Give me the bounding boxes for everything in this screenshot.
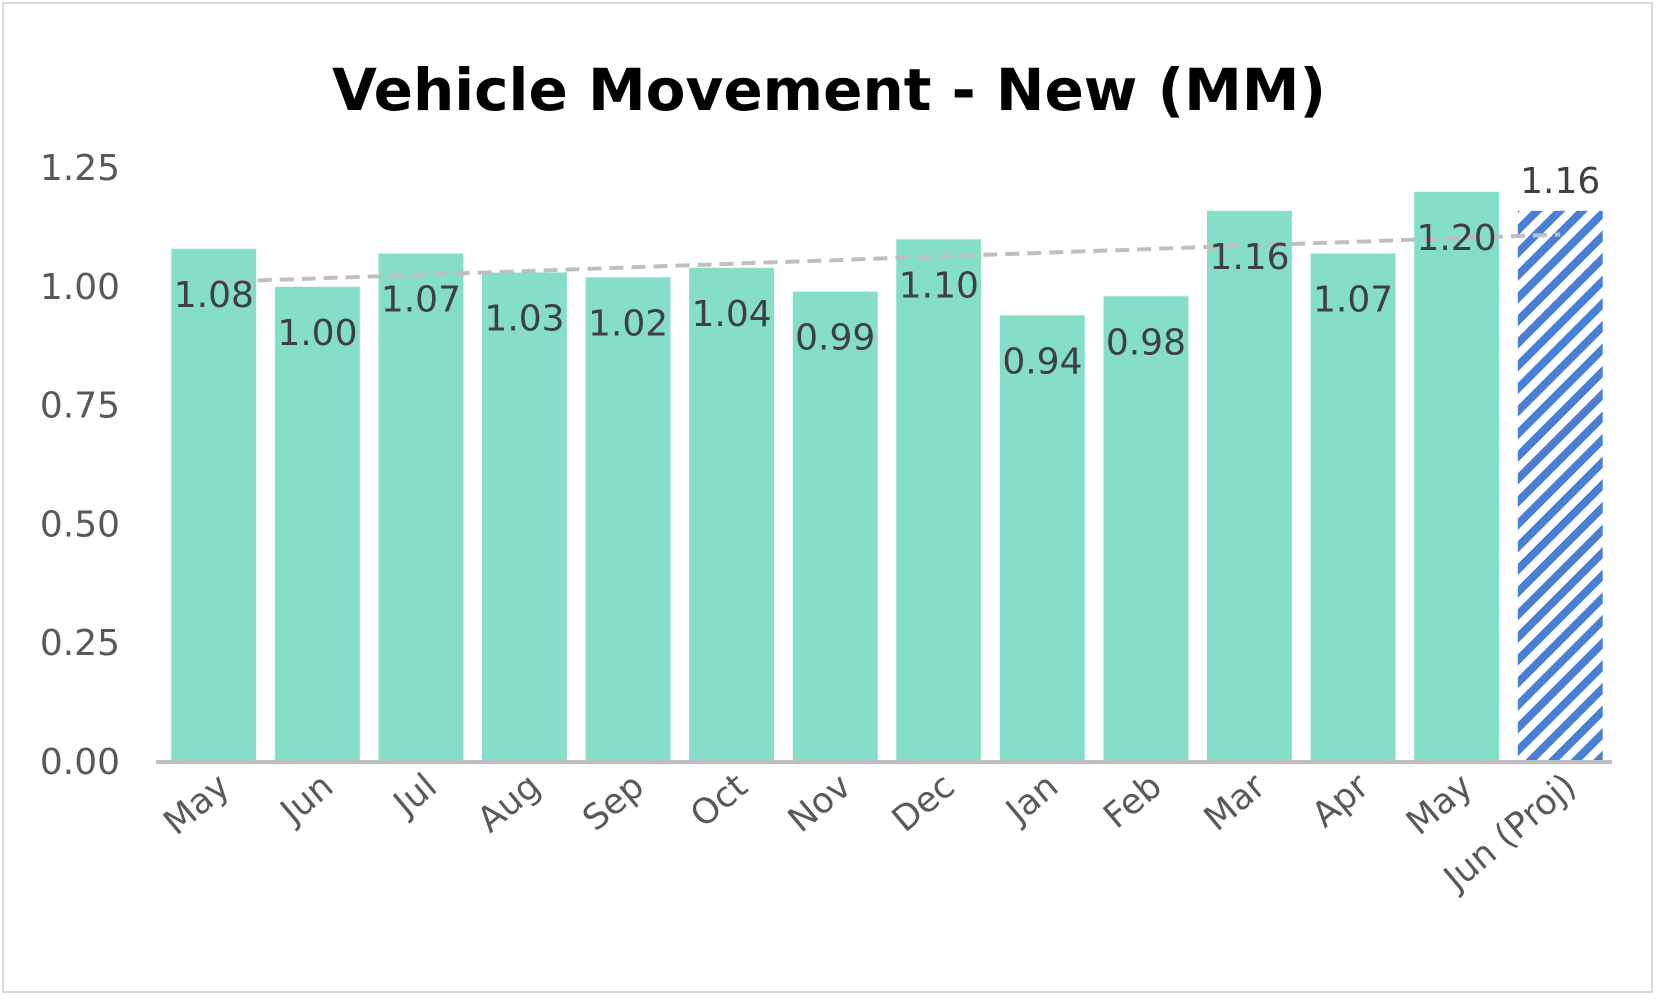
data-label: 1.10: [899, 265, 979, 306]
x-tick-label: Aug: [470, 766, 548, 841]
y-tick-label: 1.00: [40, 267, 120, 308]
data-label: 1.03: [484, 299, 564, 340]
y-tick-label: 0.25: [40, 623, 120, 664]
bar: [689, 267, 775, 762]
data-labels: 1.08 1.00 1.07 1.03 1.02 1.04 0.99 1.10 0.94 0.98…: [174, 161, 1601, 382]
x-tick-label: Feb: [1097, 766, 1170, 836]
bar: [482, 272, 567, 762]
bar: [999, 315, 1085, 762]
y-tick-label: 0.50: [40, 504, 120, 545]
x-tick-label: May: [156, 766, 237, 843]
y-tick-label: 0.00: [40, 742, 120, 783]
data-label: 1.00: [277, 313, 357, 354]
bar: [378, 253, 464, 762]
data-label: 1.07: [1313, 280, 1393, 321]
y-tick-label: 0.75: [40, 386, 120, 427]
x-axis-ticks: May Jun Jul Aug Sep Oct Nov Dec Jan Feb Mar Apr MayJ…: [156, 766, 1584, 900]
x-tick-label: Oct: [683, 766, 755, 836]
bar: [585, 277, 671, 762]
data-label: 1.20: [1417, 218, 1497, 259]
bar: [1103, 296, 1189, 762]
x-tick-label: Dec: [885, 766, 963, 840]
x-tick-label: May: [1399, 766, 1480, 843]
bar: [896, 239, 982, 763]
chart-title: Vehicle Movement - New (MM): [332, 56, 1326, 124]
bar: [171, 248, 257, 763]
bar: [274, 286, 360, 762]
x-tick-label: Mar: [1197, 766, 1274, 839]
bar-projected: [1517, 210, 1603, 763]
data-label: 0.94: [1002, 341, 1082, 382]
data-label: 1.02: [588, 303, 668, 344]
x-tick-label: Jul: [385, 766, 445, 825]
x-tick-label: Apr: [1305, 766, 1378, 836]
bars: [171, 191, 1603, 763]
bar: [1414, 191, 1500, 763]
data-label: 1.04: [692, 294, 772, 335]
x-tick-label: Nov: [781, 766, 859, 841]
x-tick-label: Sep: [576, 766, 652, 839]
trendline-group: [213, 232, 1561, 285]
data-label: 1.16: [1209, 237, 1289, 278]
data-label: 0.99: [795, 318, 875, 359]
data-label: 0.98: [1106, 322, 1186, 363]
data-label: 1.07: [381, 280, 461, 321]
bar: [1310, 253, 1396, 762]
x-tick-label: Jan: [998, 766, 1067, 833]
y-tick-label: 1.25: [40, 148, 120, 189]
data-label: 1.16: [1520, 161, 1600, 202]
y-axis-ticks: 0.00 0.25 0.50 0.75 1.00 1.25: [40, 148, 120, 783]
bar: [1207, 210, 1292, 763]
trendline: [213, 232, 1561, 285]
x-tick-label: Jun: [272, 766, 341, 833]
bar: [792, 291, 878, 762]
data-label: 1.08: [174, 275, 254, 316]
